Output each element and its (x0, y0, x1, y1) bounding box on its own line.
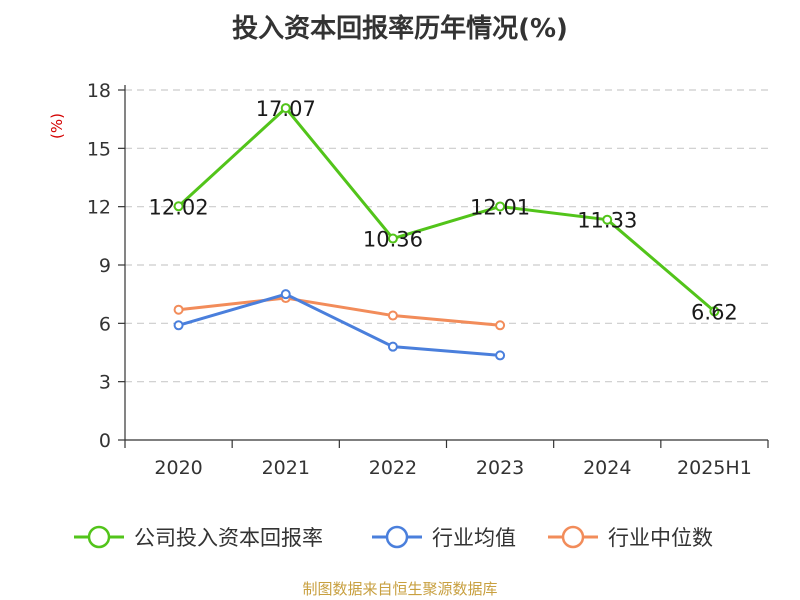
x-tick-label: 2023 (476, 457, 524, 479)
axes: 0 3 6 9 12 15 18 (%) 2020 2021 2022 2023 2024 2025H1 (48, 80, 769, 479)
data-point (387, 341, 398, 352)
data-point (495, 320, 506, 331)
x-tick-label: 2022 (369, 457, 417, 479)
data-point (602, 214, 613, 225)
data-point (387, 233, 398, 244)
x-tick-label: 2025H1 (677, 457, 752, 479)
y-tick-label: 3 (99, 372, 111, 394)
source-note: 制图数据来自恒生聚源数据库 (302, 580, 498, 598)
legend-label: 行业中位数 (608, 526, 713, 550)
data-point (280, 103, 291, 114)
y-axis-label: (%) (48, 113, 66, 139)
legend-marker (385, 525, 409, 549)
y-tick-label: 12 (87, 197, 111, 219)
data-label: 6.62 (691, 300, 738, 324)
data-point (173, 201, 184, 212)
x-tick-label: 2024 (583, 457, 631, 479)
y-tick-label: 9 (99, 255, 111, 277)
data-point (280, 289, 291, 300)
data-point (709, 306, 720, 317)
data-label: 12.01 (470, 195, 530, 219)
data-point (173, 320, 184, 331)
data-label: 12.02 (149, 195, 209, 219)
grid-lines (125, 89, 768, 383)
legend-label: 行业均值 (432, 526, 516, 550)
y-tick-label: 6 (99, 313, 111, 335)
data-label: 11.33 (577, 209, 637, 233)
data-point (495, 350, 506, 361)
legend-label: 公司投入资本回报率 (134, 526, 323, 550)
y-tick-label: 18 (87, 80, 111, 102)
legend-marker (561, 525, 585, 549)
series-line-2 (178, 296, 501, 327)
data-point (173, 304, 184, 315)
data-labels: 12.02 17.07 10.36 12.01 11.33 6.62 (149, 97, 738, 324)
x-tick-label: 2020 (154, 457, 202, 479)
y-tick-label: 0 (99, 430, 111, 452)
data-point (387, 310, 398, 321)
legend: 公司投入资本回报率 行业均值 行业中位数 (74, 525, 713, 550)
chart-title: 投入资本回报率历年情况(%) (232, 14, 568, 44)
series-lines (173, 103, 720, 361)
y-tick-label: 15 (87, 138, 111, 160)
series-line-1 (178, 292, 501, 357)
legend-marker (87, 525, 111, 549)
data-label: 17.07 (256, 97, 316, 121)
x-tick-label: 2021 (262, 457, 310, 479)
data-point (495, 201, 506, 212)
series-line-0 (177, 106, 716, 313)
data-label: 10.36 (363, 228, 423, 252)
